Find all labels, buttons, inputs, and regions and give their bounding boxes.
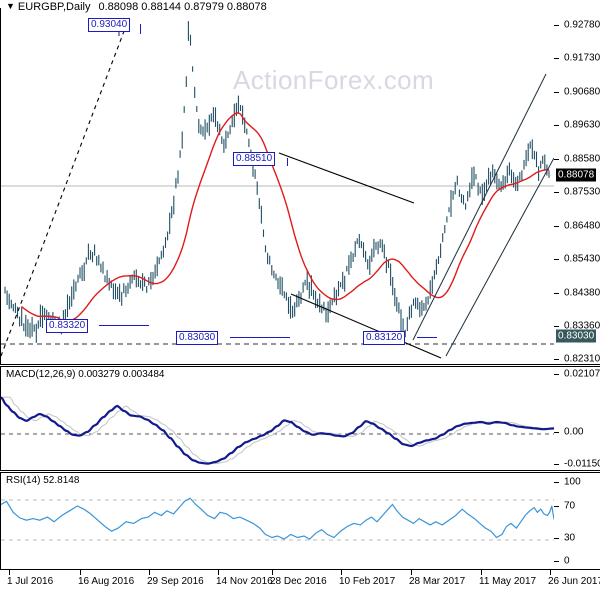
- price-tick: [554, 91, 559, 93]
- macd-tick: [554, 373, 559, 375]
- price-tick: [554, 58, 559, 60]
- price-axis-label: 0.87530: [564, 186, 600, 198]
- date-axis-label: 16 Aug 2016: [78, 576, 135, 587]
- date-tick: [9, 570, 10, 575]
- ohlc-values: 0.88098 0.88144 0.87979 0.88078: [98, 1, 267, 13]
- stem-83320: [99, 325, 149, 326]
- trendline-falling-lower: [290, 293, 442, 359]
- date-axis: 1 Jul 2016 16 Aug 2016 29 Sep 2016 14 Nov 2…: [0, 570, 600, 600]
- price-axis-label: 0.91730: [564, 52, 600, 64]
- price-axis-label: 0.88580: [564, 153, 600, 165]
- price-tag-93040[interactable]: 0.93040: [88, 18, 131, 32]
- macd-svg: [1, 396, 554, 465]
- price-tick: [554, 125, 559, 127]
- price-axis-label: 0.89630: [564, 119, 600, 131]
- macd-title: MACD(12,26,9) 0.003279 0.003484: [6, 369, 165, 380]
- date-tick: [481, 570, 482, 575]
- date-axis-label: 29 Sep 2016: [147, 576, 204, 587]
- price-svg: [1, 17, 554, 359]
- watermark-actionforex: ActionForex.com: [233, 65, 435, 95]
- rsi-plot-area[interactable]: [1, 473, 554, 569]
- trendline-rising-dashed: [1, 17, 130, 357]
- price-axis-label: 0.92780: [564, 19, 600, 31]
- rsi-panel: RSI(14) 52.8148 100 70 30 0: [0, 472, 600, 570]
- rsi-axis-label: 70: [564, 500, 576, 512]
- rsi-tick: [554, 506, 559, 508]
- triangle-down-icon[interactable]: ▼: [6, 1, 15, 11]
- date-axis-label: 28 Mar 2017: [409, 576, 466, 587]
- price-tick: [554, 293, 559, 295]
- date-tick: [272, 570, 273, 575]
- date-axis-label: 28 Dec 2016: [270, 576, 327, 587]
- price-axis-label: 0.90680: [564, 86, 600, 98]
- macd-tick: [554, 432, 559, 434]
- price-tick: [554, 158, 559, 160]
- price-tag-83030[interactable]: 0.83030: [176, 331, 219, 345]
- date-axis-label: 10 Feb 2017: [339, 576, 396, 587]
- price-tick: [554, 325, 559, 327]
- trendline-falling-upper: [278, 152, 415, 204]
- macd-axis: 0.021074 0.00 -0.011507: [554, 367, 600, 470]
- price-tick: [554, 192, 559, 194]
- macd-plot-area[interactable]: [1, 367, 554, 470]
- trendline-rising-upper: [412, 73, 547, 341]
- macd-axis-label: 0.021074: [564, 368, 600, 380]
- date-tick: [80, 570, 81, 575]
- price-axis: 0.92780 0.91730 0.90680 0.89630 0.88580 0.875…: [554, 8, 600, 365]
- macd-panel: MACD(12,26,9) 0.003279 0.003484 0.021074…: [0, 366, 600, 471]
- price-tick: [554, 359, 559, 361]
- symbol-label: EURGBP,Daily: [17, 1, 91, 13]
- date-tick: [411, 570, 412, 575]
- macd-axis-label: -0.011507: [564, 458, 600, 470]
- rsi-axis-label: 30: [564, 532, 576, 544]
- date-axis-label: 26 Jun 2017: [548, 576, 600, 587]
- rsi-tick: [554, 482, 559, 484]
- price-axis-label: 0.86480: [564, 220, 600, 232]
- date-axis-label: 14 Nov 2016: [216, 576, 273, 587]
- rsi-title: RSI(14) 52.8148: [6, 475, 80, 486]
- ohlc-bars: [4, 21, 550, 343]
- price-axis-label: 0.85430: [564, 253, 600, 265]
- rsi-line: [1, 497, 554, 540]
- price-axis-label: 0.83360: [564, 320, 600, 332]
- price-tick: [554, 24, 559, 26]
- rsi-axis: 100 70 30 0: [554, 473, 600, 569]
- date-tick: [149, 570, 150, 575]
- date-axis-label: 1 Jul 2016: [7, 576, 54, 587]
- date-axis-label: 11 May 2017: [479, 576, 537, 587]
- level-price-label: 0.83030: [556, 329, 597, 343]
- moving-average-line: [21, 112, 549, 322]
- date-tick: [341, 570, 342, 575]
- price-tick: [554, 259, 559, 261]
- price-plot-area[interactable]: [1, 8, 554, 364]
- stem-83030: [230, 337, 290, 338]
- stem-93040: [140, 24, 141, 34]
- price-axis-label: 0.82310: [564, 353, 600, 365]
- rsi-tick: [554, 537, 559, 539]
- stem-88510: [287, 158, 288, 166]
- rsi-axis-label: 100: [564, 476, 581, 488]
- rsi-axis-label: 0: [564, 555, 570, 567]
- rsi-tick: [554, 561, 559, 563]
- price-axis-label: 0.84380: [564, 287, 600, 299]
- price-panel: ActionForex.com 0.92780 0.91: [0, 8, 600, 365]
- date-tick: [218, 570, 219, 575]
- rsi-svg: [1, 497, 554, 541]
- current-price-label: 0.88078: [556, 168, 597, 182]
- stem-83120: [417, 337, 437, 338]
- price-tag-83120[interactable]: 0.83120: [363, 331, 406, 345]
- price-tag-83320[interactable]: 0.83320: [46, 319, 89, 333]
- macd-signal-line: [1, 396, 554, 465]
- date-tick: [550, 570, 551, 575]
- trendline-rising-lower: [445, 157, 554, 357]
- price-tag-88510[interactable]: 0.88510: [233, 152, 276, 166]
- macd-main-line: [1, 396, 554, 465]
- price-tick: [554, 225, 559, 227]
- macd-tick: [554, 464, 559, 466]
- macd-axis-label: 0.00: [564, 426, 584, 438]
- chart-header: ▼ EURGBP,Daily 0.88098 0.88144 0.87979 0.8…: [6, 0, 267, 14]
